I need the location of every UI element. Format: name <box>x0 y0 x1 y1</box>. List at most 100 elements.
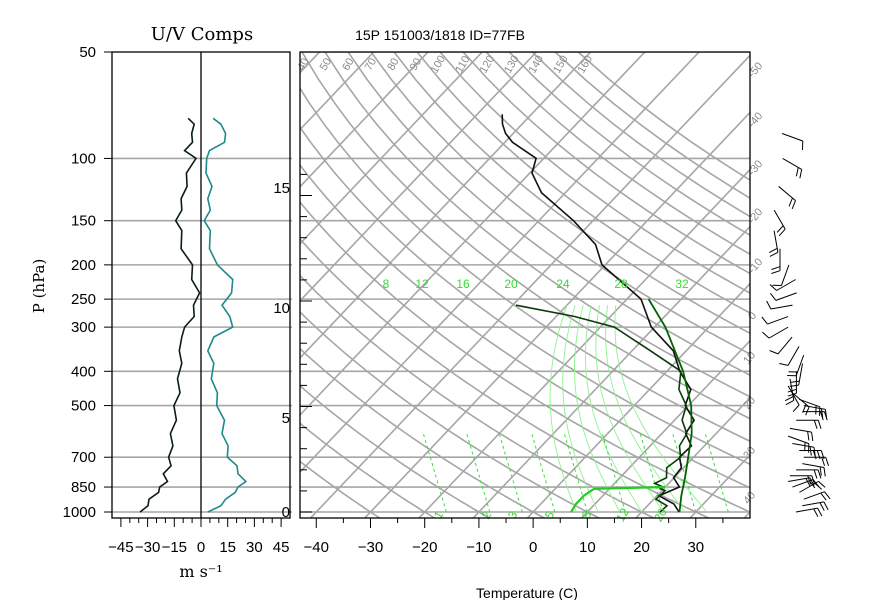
uv-x-ticks: −45 −30 −15 0 15 30 45 <box>108 518 289 556</box>
wind-barb <box>769 336 793 355</box>
uv-series-line <box>203 117 248 513</box>
skewt-dry-adiabat <box>300 237 711 518</box>
skewt-x-label: 10 <box>579 539 596 556</box>
uv-x-label: −45 <box>108 539 133 556</box>
skewt-isotherm <box>300 52 646 417</box>
skewt-theta-label: 150 <box>551 54 571 76</box>
uv-pressure-grid <box>112 157 292 513</box>
skewt-dry-adiabat <box>324 52 750 398</box>
skewt-height-label: 0 <box>282 504 290 521</box>
wind-barb <box>802 501 829 511</box>
wind-barb <box>787 385 800 413</box>
wind-barb <box>766 300 793 310</box>
skewt-mixing-ratio-lines <box>422 433 729 513</box>
uv-pressure-label: 100 <box>71 150 96 167</box>
skewt-isotherm <box>300 52 430 188</box>
skewt-x-label: 20 <box>633 539 650 556</box>
skewt-isotherm-label: -20 <box>746 206 765 226</box>
skewt-theta-label: 40 <box>295 56 312 73</box>
wind-barb <box>792 442 816 457</box>
skewt-mixing-ratio-line <box>422 433 447 513</box>
skewt-isotherm <box>300 52 321 74</box>
wind-barb <box>787 435 810 453</box>
uv-pressure-label: 50 <box>79 44 96 61</box>
wind-barb <box>791 392 810 416</box>
uv-x-label: −15 <box>162 539 187 556</box>
wind-barb <box>789 427 814 442</box>
skewt-isotherm <box>300 52 701 474</box>
skewt-dry-adiabat <box>300 310 601 518</box>
uv-pressure-label: 250 <box>71 291 96 308</box>
uv-frame <box>111 51 291 519</box>
wind-barb <box>773 209 786 237</box>
skewt-x-ticks: −40 −30 −20 −10 0 10 20 30 <box>304 518 724 556</box>
wind-barb <box>778 186 796 210</box>
skewt-isotherm <box>300 52 484 245</box>
uv-x-label: −30 <box>135 539 160 556</box>
wind-barb <box>772 264 790 287</box>
skewt-profile-line <box>501 114 696 513</box>
wind-barb <box>803 405 828 419</box>
uv-pressure-label: 700 <box>71 449 96 466</box>
uv-pressure-label: 200 <box>71 257 96 274</box>
skewt-mixing-ratio-line <box>672 433 697 513</box>
skewt-profile-line <box>515 304 688 513</box>
wind-barb <box>789 363 804 387</box>
skewt-isotherm-label: -30 <box>746 158 765 178</box>
skewt-isotherm <box>300 52 538 303</box>
wind-barb <box>769 230 779 257</box>
skewt-theta-label: 140 <box>527 54 547 76</box>
skewt-isotherm <box>743 510 750 518</box>
skewt-theta-label: 80 <box>385 56 402 73</box>
wind-barb <box>779 346 800 366</box>
skewt-isotherm <box>363 111 750 518</box>
wind-barb <box>803 456 830 466</box>
skewt-x-label: −10 <box>466 539 491 556</box>
skewt-mixing-ratio-line <box>498 433 523 513</box>
skewt-mixing-ratio-label: 32 <box>675 277 689 291</box>
skewt-mixing-ratio-label: 28 <box>614 277 628 291</box>
skewt-dry-adiabat <box>300 200 750 513</box>
skewt-dry-adiabat <box>531 52 750 218</box>
wind-barb <box>782 158 803 179</box>
skewt-theta-label: 60 <box>340 56 357 73</box>
skewt-mixing-ratio-line <box>563 433 588 513</box>
skewt-moist-line <box>614 305 707 513</box>
skewt-lower-green-label: 2 <box>479 508 495 521</box>
skewt-height-labels: 0 5 10 15 <box>273 173 312 521</box>
skewt-mixing-ratio-label: 16 <box>456 277 470 291</box>
skewt-isotherm <box>580 339 750 518</box>
skewt-theta-label: 70 <box>363 56 380 73</box>
skewt-profile-line <box>570 485 666 513</box>
skewt-moist-line <box>549 305 577 513</box>
wind-barb <box>795 507 823 518</box>
skewt-moist-line <box>585 305 642 513</box>
skewt-dry-adiabat <box>300 86 750 443</box>
skewt-x-label: −30 <box>358 539 383 556</box>
skewt-dry-adiabat <box>416 52 750 314</box>
skewt-dry-adiabat <box>300 125 750 466</box>
skewt-profile-line <box>647 298 693 513</box>
skewt-dry-adiabat <box>300 460 382 518</box>
skewt-dry-adiabat <box>462 52 750 275</box>
skewt-mixing-ratio-line <box>639 433 664 513</box>
skewt-height-label: 5 <box>282 410 290 427</box>
wind-barb <box>771 248 781 274</box>
skewt-mixing-ratio-label: 8 <box>383 277 390 291</box>
skewt-lower-green-label: 3 <box>505 508 521 521</box>
wind-barb <box>761 316 789 325</box>
skewt-isotherm <box>0 18 135 520</box>
wind-barb <box>781 133 804 151</box>
skewt-dry-adiabat <box>300 384 491 518</box>
skewt-moist-line <box>574 305 621 513</box>
skewt-moist-line <box>595 305 664 513</box>
skewt-panel: 15P 151003/1818 ID=77FB -50-40-30-20-100… <box>0 18 765 600</box>
skewt-isotherm <box>300 52 592 360</box>
uv-pressure-label: 150 <box>71 213 96 230</box>
skewt-dry-adiabat <box>300 163 750 489</box>
skewt-xlabel: Temperature (C) <box>476 585 578 600</box>
skewt-height-label: 15 <box>273 180 290 197</box>
skewt-mixing-ratio-line <box>531 433 556 513</box>
uv-xlabel: m s⁻¹ <box>179 562 222 581</box>
